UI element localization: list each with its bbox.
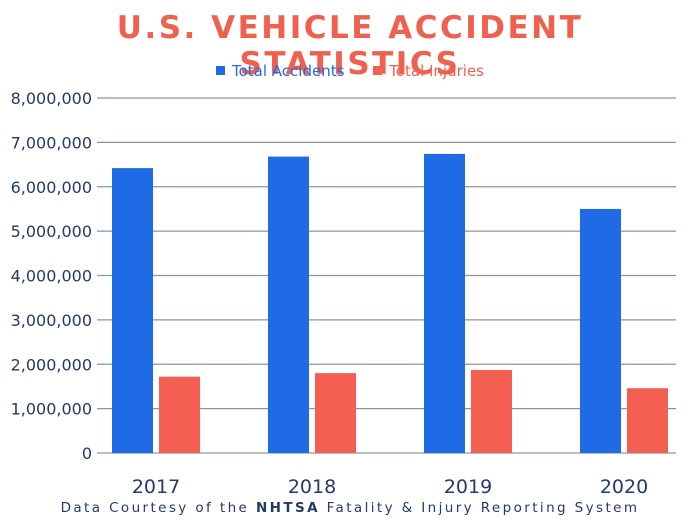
x-tick-label: 2020 xyxy=(600,476,648,498)
bar-total-accidents xyxy=(580,208,621,453)
bar-total-accidents xyxy=(112,168,153,454)
y-tick-label: 0 xyxy=(82,444,92,463)
y-tick-label: 1,000,000 xyxy=(11,400,92,419)
bar-total-accidents xyxy=(268,156,309,453)
legend-swatch-injuries xyxy=(373,66,383,75)
y-tick-label: 8,000,000 xyxy=(11,89,92,108)
chart-title: U.S. VEHICLE ACCIDENT STATISTICS xyxy=(116,10,584,82)
legend-item-accidents: Total Accidents xyxy=(216,62,344,80)
source-note: Data Courtesy of the NHTSA Fatality & In… xyxy=(0,500,700,516)
source-prefix: Data Courtesy of the xyxy=(60,500,256,516)
x-tick-label: 2017 xyxy=(132,476,180,498)
y-tick-label: 6,000,000 xyxy=(11,178,92,197)
x-tick-label: 2019 xyxy=(444,476,492,498)
y-tick-label: 2,000,000 xyxy=(11,355,92,374)
legend-label-injuries: Total Injuries xyxy=(389,61,484,80)
bar-total-injuries xyxy=(159,376,200,453)
legend-item-injuries: Total Injuries xyxy=(373,62,484,80)
legend-label-accidents: Total Accidents xyxy=(232,61,345,80)
source-agency: NHTSA xyxy=(255,500,320,516)
y-tick-label: 5,000,000 xyxy=(11,222,92,241)
bar-total-injuries xyxy=(471,370,512,453)
y-tick-label: 3,000,000 xyxy=(11,311,92,330)
legend: Total Accidents Total Injuries xyxy=(0,61,700,80)
x-tick-label: 2018 xyxy=(288,476,336,498)
y-tick-label: 4,000,000 xyxy=(11,267,92,286)
bar-total-injuries xyxy=(627,388,668,453)
source-suffix: Fatality & Injury Reporting System xyxy=(319,500,640,516)
legend-swatch-accidents xyxy=(216,66,225,75)
y-tick-label: 7,000,000 xyxy=(11,133,92,152)
bar-total-accidents xyxy=(424,153,465,453)
bar-total-injuries xyxy=(315,373,356,453)
